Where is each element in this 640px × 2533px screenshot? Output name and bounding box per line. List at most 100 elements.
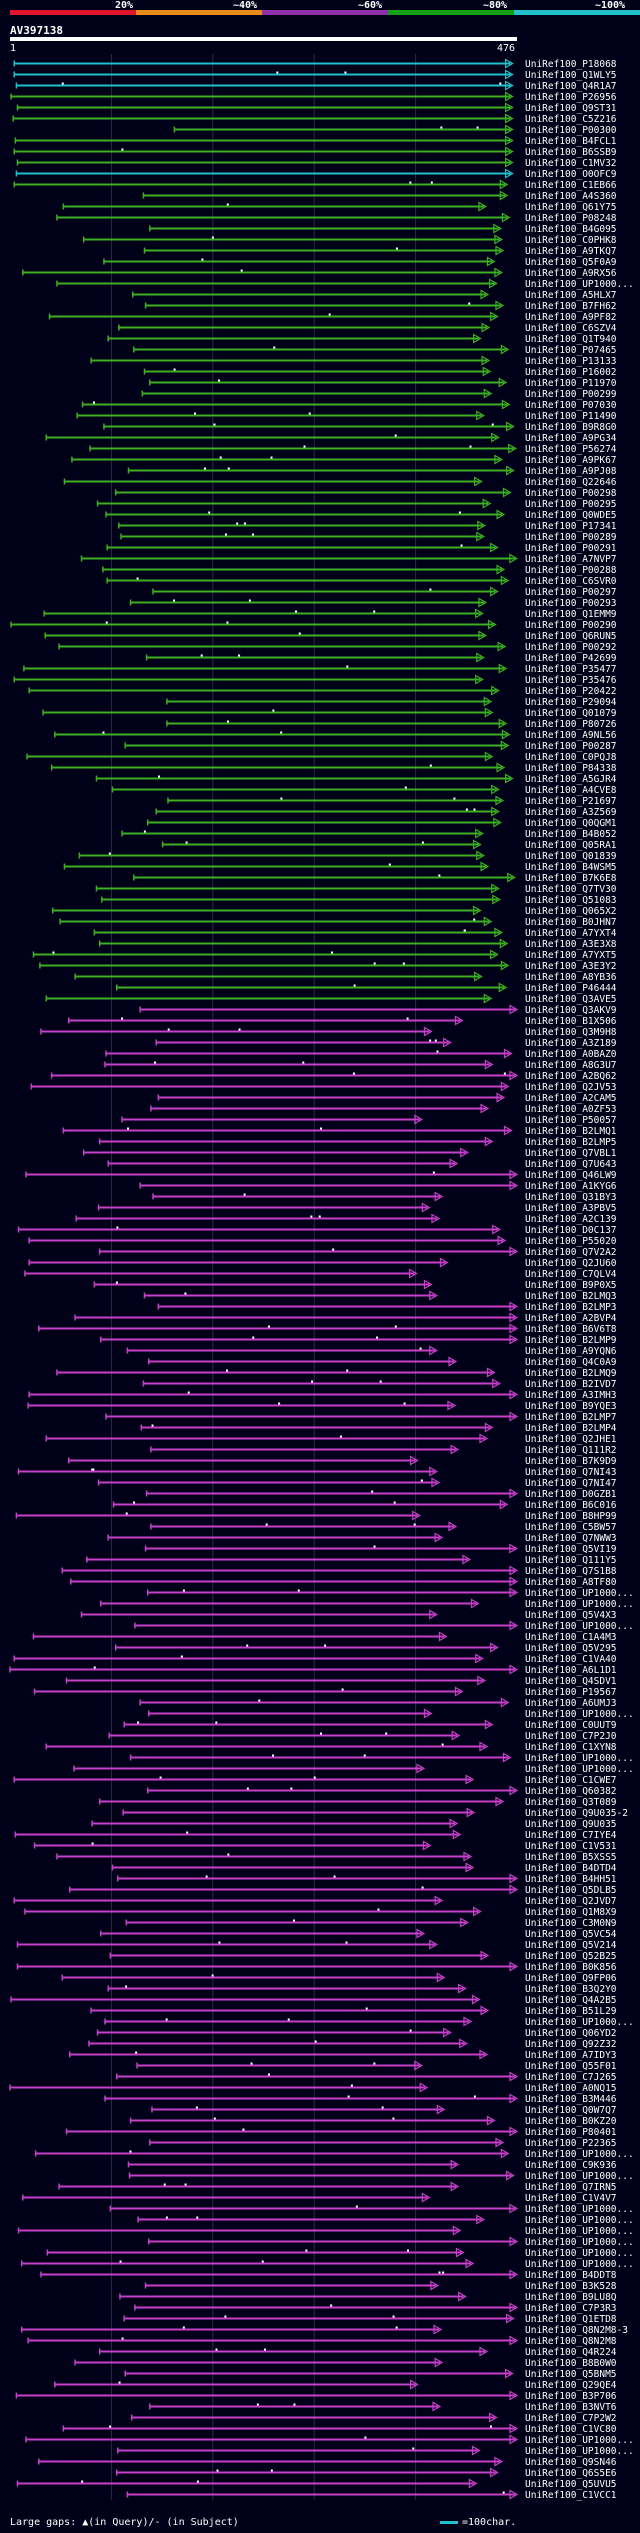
hit-label[interactable]: UniRef100_B7K6E8 [525,873,617,884]
hit-label[interactable]: UniRef100_P19567 [525,1687,617,1698]
hit-label[interactable]: UniRef100_B3K528 [525,2281,617,2292]
hit-label[interactable]: UniRef100_P00299 [525,389,617,400]
hit-label[interactable]: UniRef100_B9YQE3 [525,1401,617,1412]
hit-label[interactable]: UniRef100_B2IVD7 [525,1379,617,1390]
hit-label[interactable]: UniRef100_C3M0N9 [525,1918,617,1929]
hit-label[interactable]: UniRef100_A0ZF53 [525,1104,617,1115]
hit-label[interactable]: UniRef100_UP1000... [525,2446,634,2457]
hit-label[interactable]: UniRef100_Q52B25 [525,1951,617,1962]
hit-label[interactable]: UniRef100_Q0W7Q7 [525,2105,617,2116]
hit-label[interactable]: UniRef100_C6SZV4 [525,323,617,334]
hit-label[interactable]: UniRef100_Q7IRN5 [525,2182,617,2193]
hit-label[interactable]: UniRef100_B4G095 [525,224,617,235]
hit-label[interactable]: UniRef100_P29094 [525,697,617,708]
hit-label[interactable]: UniRef100_Q5V4X3 [525,1610,617,1621]
hit-label[interactable]: UniRef100_UP1000... [525,2204,634,2215]
hit-label[interactable]: UniRef100_P00290 [525,620,617,631]
hit-label[interactable]: UniRef100_B3M446 [525,2094,617,2105]
hit-label[interactable]: UniRef100_P21697 [525,796,617,807]
hit-label[interactable]: UniRef100_A2C139 [525,1214,617,1225]
hit-label[interactable]: UniRef100_UP1000... [525,2435,634,2446]
hit-label[interactable]: UniRef100_B7K9D9 [525,1456,617,1467]
hit-label[interactable]: UniRef100_B8HP99 [525,1511,617,1522]
hit-label[interactable]: UniRef100_P00292 [525,642,617,653]
hit-label[interactable]: UniRef100_B4FCL1 [525,136,617,147]
hit-label[interactable]: UniRef100_Q4SDV1 [525,1676,617,1687]
hit-label[interactable]: UniRef100_Q7U643 [525,1159,617,1170]
hit-label[interactable]: UniRef100_UP1000... [525,2248,634,2259]
hit-label[interactable]: UniRef100_UP1000... [525,2259,634,2270]
hit-label[interactable]: UniRef100_B4DDT8 [525,2270,617,2281]
hit-label[interactable]: UniRef100_B2LMQ9 [525,1368,617,1379]
hit-label[interactable]: UniRef100_P22365 [525,2138,617,2149]
hit-label[interactable]: UniRef100_C7P2W2 [525,2413,617,2424]
hit-label[interactable]: UniRef100_Q5V214 [525,1940,617,1951]
hit-label[interactable]: UniRef100_Q3AKV9 [525,1005,617,1016]
hit-label[interactable]: UniRef100_Q7S1B8 [525,1566,617,1577]
hit-label[interactable]: UniRef100_P56274 [525,444,617,455]
hit-label[interactable]: UniRef100_P16002 [525,367,617,378]
hit-label[interactable]: UniRef100_A9NL56 [525,730,617,741]
hit-label[interactable]: UniRef100_B4DTD4 [525,1863,617,1874]
hit-label[interactable]: UniRef100_C1V531 [525,1841,617,1852]
hit-label[interactable]: UniRef100_P00288 [525,565,617,576]
hit-label[interactable]: UniRef100_Q1WLY5 [525,70,617,81]
hit-label[interactable]: UniRef100_P07465 [525,345,617,356]
hit-label[interactable]: UniRef100_Q2JVD7 [525,1896,617,1907]
hit-label[interactable]: UniRef100_P46444 [525,983,617,994]
hit-label[interactable]: UniRef100_P50057 [525,1115,617,1126]
hit-label[interactable]: UniRef100_B1X506 [525,1016,617,1027]
hit-label[interactable]: UniRef100_Q6RUN5 [525,631,617,642]
hit-label[interactable]: UniRef100_P80726 [525,719,617,730]
hit-label[interactable]: UniRef100_Q1M8X9 [525,1907,617,1918]
hit-label[interactable]: UniRef100_P35476 [525,675,617,686]
hit-label[interactable]: UniRef100_A2BVP4 [525,1313,617,1324]
hit-label[interactable]: UniRef100_P42699 [525,653,617,664]
hit-label[interactable]: UniRef100_Q4C0A9 [525,1357,617,1368]
hit-label[interactable]: UniRef100_Q2JHE1 [525,1434,617,1445]
hit-label[interactable]: UniRef100_A3PBV5 [525,1203,617,1214]
hit-label[interactable]: UniRef100_Q7V2A2 [525,1247,617,1258]
hit-label[interactable]: UniRef100_C9K936 [525,2160,617,2171]
hit-label[interactable]: UniRef100_P35477 [525,664,617,675]
hit-label[interactable]: UniRef100_P00297 [525,587,617,598]
hit-label[interactable]: UniRef100_P84338 [525,763,617,774]
hit-label[interactable]: UniRef100_A3IMH3 [525,1390,617,1401]
hit-label[interactable]: UniRef100_Q9SN46 [525,2457,617,2468]
hit-label[interactable]: UniRef100_Q5VC54 [525,1929,617,1940]
hit-label[interactable]: UniRef100_Q0QGM1 [525,818,617,829]
hit-label[interactable]: UniRef100_Q1ETD8 [525,2314,617,2325]
hit-label[interactable]: UniRef100_C7J265 [525,2072,617,2083]
hit-label[interactable]: UniRef100_Q7NWW3 [525,1533,617,1544]
hit-label[interactable]: UniRef100_A2CAM5 [525,1093,617,1104]
hit-label[interactable]: UniRef100_B2LMP3 [525,1302,617,1313]
hit-label[interactable]: UniRef100_P00289 [525,532,617,543]
hit-label[interactable]: UniRef100_A9PK67 [525,455,617,466]
hit-label[interactable]: UniRef100_Q5DLB5 [525,1885,617,1896]
hit-label[interactable]: UniRef100_Q8N2M8 [525,2336,617,2347]
hit-label[interactable]: UniRef100_A9PF82 [525,312,617,323]
hit-label[interactable]: UniRef100_A3E3Y2 [525,961,617,972]
hit-label[interactable]: UniRef100_UP1000... [525,2017,634,2028]
hit-label[interactable]: UniRef100_P17341 [525,521,617,532]
hit-label[interactable]: UniRef100_C5Z216 [525,114,617,125]
hit-label[interactable]: UniRef100_B0KZ20 [525,2116,617,2127]
hit-label[interactable]: UniRef100_B2LMP9 [525,1335,617,1346]
hit-label[interactable]: UniRef100_Q3T089 [525,1797,617,1808]
hit-label[interactable]: UniRef100_C1VA40 [525,1654,617,1665]
hit-label[interactable]: UniRef100_A9PJ08 [525,466,617,477]
hit-label[interactable]: UniRef100_A0BAZ0 [525,1049,617,1060]
hit-label[interactable]: UniRef100_A7NVP7 [525,554,617,565]
hit-label[interactable]: UniRef100_A3Z189 [525,1038,617,1049]
hit-label[interactable]: UniRef100_UP1000... [525,1588,634,1599]
hit-label[interactable]: UniRef100_B3NVT6 [525,2402,617,2413]
hit-label[interactable]: UniRef100_Q6S5E6 [525,2468,617,2479]
hit-label[interactable]: UniRef100_Q1EMM9 [525,609,617,620]
hit-label[interactable]: UniRef100_UP1000... [525,1621,634,1632]
hit-label[interactable]: UniRef100_C1CWE7 [525,1775,617,1786]
hit-label[interactable]: UniRef100_B3Q2Y0 [525,1984,617,1995]
hit-label[interactable]: UniRef100_B2LMQ3 [525,1291,617,1302]
hit-label[interactable]: UniRef100_C0PQJ8 [525,752,617,763]
hit-label[interactable]: UniRef100_UP1000... [525,1599,634,1610]
hit-label[interactable]: UniRef100_Q3AVE5 [525,994,617,1005]
